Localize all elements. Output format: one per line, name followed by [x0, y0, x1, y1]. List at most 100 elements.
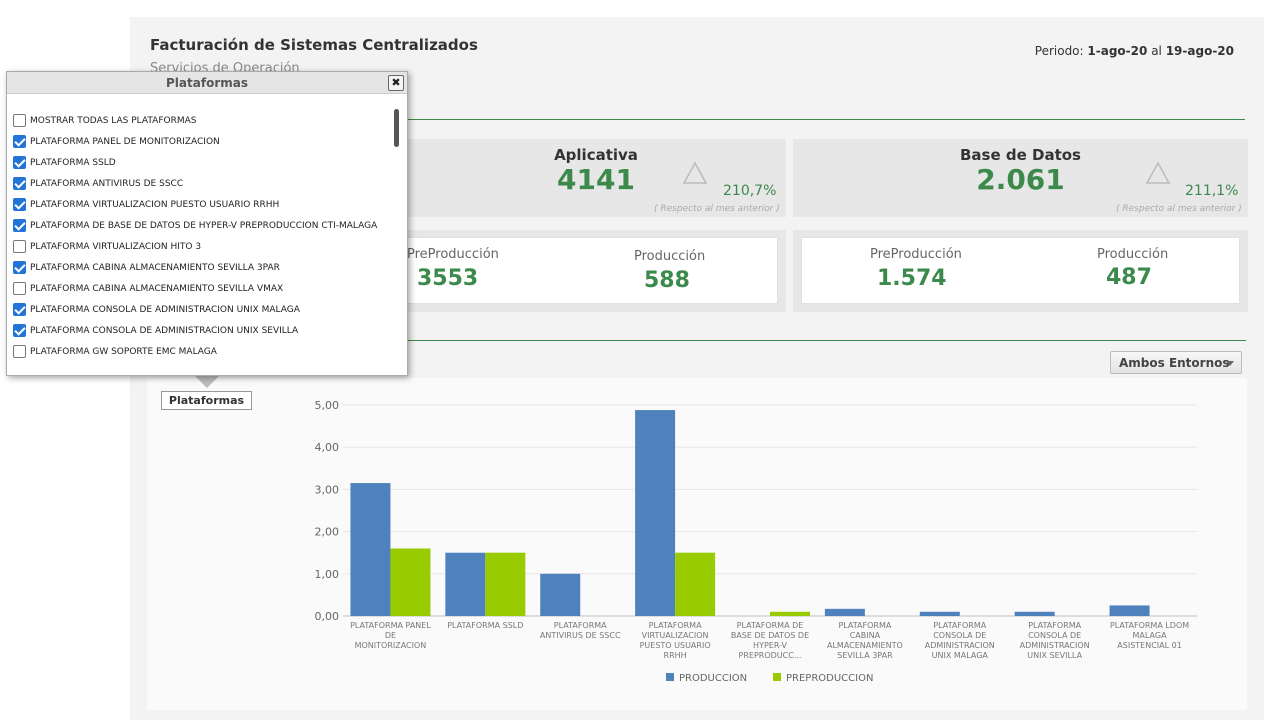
platform-option-label: PLATAFORMA CONSOLA DE ADMINISTRACION UNI… [30, 325, 299, 336]
legend-swatch [666, 673, 674, 681]
x-tick-label: PLATAFORMA [1028, 621, 1081, 630]
bar-produccion [350, 483, 391, 616]
bar-preproduccion [675, 552, 716, 616]
platform-option[interactable]: PLATAFORMA SSLD [13, 152, 395, 173]
y-tick-label: 2,00 [315, 526, 340, 539]
chart-panel [147, 378, 1247, 710]
platform-option[interactable]: PLATAFORMA CONSOLA DE ADMINISTRACION UNI… [13, 299, 395, 320]
platform-option-label: PLATAFORMA SSLD [30, 157, 116, 168]
pro-value: 487 [1106, 265, 1152, 290]
pro-label: Producción [1097, 247, 1169, 262]
x-tick-label: CONSOLA DE [933, 631, 986, 640]
pro-label: Producción [634, 249, 706, 264]
platform-checkbox[interactable] [13, 261, 26, 274]
x-tick-label: PLATAFORMA LDOM [1110, 621, 1189, 630]
platform-option[interactable]: PLATAFORMA CONSOLA DE ADMINISTRACION UNI… [13, 320, 395, 341]
platform-option[interactable]: PLATAFORMA CABINA ALMACENAMIENTO SEVILLA… [13, 257, 395, 278]
card-aplicativa: Aplicativa 4141 210,7% ( Respecto al mes… [406, 139, 786, 217]
legend-swatch [773, 673, 781, 681]
periodo-range: Periodo: 1-ago-20 al 19-ago-20 [1035, 44, 1234, 58]
platform-option-label: PLATAFORMA PANEL DE MONITORIZACION [30, 136, 220, 147]
y-tick-label: 0,00 [315, 610, 340, 623]
x-tick-label: SEVILLA 3PAR [837, 651, 893, 660]
platform-option-label: MOSTRAR TODAS LAS PLATAFORMAS [30, 115, 197, 126]
entornos-dropdown[interactable]: Ambos Entornos [1110, 351, 1242, 374]
x-tick-label: BASE DE DATOS DE [731, 631, 809, 640]
x-tick-label: HYPER-V [753, 641, 787, 650]
pre-value: 3553 [417, 266, 479, 291]
bar-produccion [540, 573, 581, 616]
platform-option[interactable]: PLATAFORMA DE BASE DE DATOS DE HYPER-V P… [13, 215, 395, 236]
card-aplicativa-split: PreProducción 3553 Producción 588 [406, 230, 786, 312]
x-tick-label: PLATAFORMA [554, 621, 607, 630]
x-tick-label: CABINA [850, 631, 881, 640]
x-tick-label: PLATAFORMA PANEL [350, 621, 431, 630]
platform-option-label: PLATAFORMA DE BASE DE DATOS DE HYPER-V P… [30, 220, 378, 231]
platform-checkbox[interactable] [13, 198, 26, 211]
x-tick-label: PUESTO USUARIO [640, 641, 711, 650]
platform-checkbox[interactable] [13, 240, 26, 253]
pro-value: 588 [644, 268, 690, 293]
x-tick-label: PLATAFORMA [933, 621, 986, 630]
platform-option[interactable]: PLATAFORMA PANEL DE MONITORIZACION [13, 131, 395, 152]
plataformas-button[interactable]: Plataformas [161, 391, 252, 410]
divider-top [147, 119, 1245, 120]
x-tick-label: ANTIVIRUS DE SSCC [540, 631, 621, 640]
platform-option[interactable]: PLATAFORMA VIRTUALIZACION HITO 3 [13, 236, 395, 257]
platform-checkbox[interactable] [13, 345, 26, 358]
periodo-from: 1-ago-20 [1087, 44, 1148, 58]
card-note: ( Respecto al mes anterior ) [1116, 204, 1242, 214]
platform-checkbox[interactable] [13, 135, 26, 148]
x-tick-label: PREPRODUCC... [739, 651, 802, 660]
platform-checkbox[interactable] [13, 282, 26, 295]
platform-option-label: PLATAFORMA VIRTUALIZACION HITO 3 [30, 241, 202, 252]
divider-mid [406, 340, 1246, 341]
x-tick-label: ADMINISTRACION [925, 641, 995, 650]
x-tick-label: PLATAFORMA [838, 621, 891, 630]
y-tick-label: 4,00 [315, 441, 340, 454]
trend-up-icon [682, 161, 708, 184]
split-panel: PreProducción 3553 Producción 588 [406, 237, 778, 304]
bar-produccion [824, 608, 865, 616]
x-tick-label: UNIX SEVILLA [1027, 651, 1082, 660]
x-tick-label: MALAGA [1133, 631, 1168, 640]
platform-option[interactable]: PLATAFORMA VIRTUALIZACION PUESTO USUARIO… [13, 194, 395, 215]
platform-option-label: PLATAFORMA CONSOLA DE ADMINISTRACION UNI… [30, 304, 300, 315]
card-base-datos: Base de Datos 2.061 211,1% ( Respecto al… [793, 139, 1248, 217]
legend-label: PRODUCCION [679, 673, 747, 684]
card-total: 4141 [557, 163, 635, 196]
card-title: Aplicativa [554, 146, 638, 164]
bar-produccion [635, 410, 676, 616]
platform-option[interactable]: PLATAFORMA ANTIVIRUS DE SSCC [13, 173, 395, 194]
platform-checkbox[interactable] [13, 324, 26, 337]
platform-option-label: PLATAFORMA CABINA ALMACENAMIENTO SEVILLA… [30, 262, 280, 273]
pre-label: PreProducción [870, 247, 962, 262]
bar-preproduccion [770, 611, 810, 616]
platform-option-label: PLATAFORMA CABINA ALMACENAMIENTO SEVILLA… [30, 283, 284, 294]
x-tick-label: PLATAFORMA [649, 621, 702, 630]
close-icon[interactable]: ✖ [388, 75, 404, 91]
platform-checkbox[interactable] [13, 303, 26, 316]
legend-label: PREPRODUCCION [786, 673, 873, 684]
periodo-to: 19-ago-20 [1165, 44, 1234, 58]
platform-option[interactable]: PLATAFORMA CABINA ALMACENAMIENTO SEVILLA… [13, 278, 395, 299]
entornos-selected: Ambos Entornos [1119, 356, 1230, 370]
x-tick-label: ASISTENCIAL 01 [1117, 641, 1182, 650]
bar-preproduccion [485, 552, 526, 616]
platform-checkbox[interactable] [13, 156, 26, 169]
trend-up-icon [1145, 161, 1171, 184]
platform-option[interactable]: MOSTRAR TODAS LAS PLATAFORMAS [13, 110, 395, 131]
periodo-sep: al [1151, 44, 1162, 58]
platform-checkbox[interactable] [13, 177, 26, 190]
scrollbar-thumb[interactable] [394, 109, 399, 147]
card-title: Base de Datos [960, 146, 1081, 164]
platform-checkbox[interactable] [13, 219, 26, 232]
pre-label: PreProducción [407, 247, 499, 262]
platform-checkbox[interactable] [13, 114, 26, 127]
platform-options: MOSTRAR TODAS LAS PLATAFORMAS PLATAFORMA … [13, 110, 395, 362]
platform-option[interactable]: PLATAFORMA GW SOPORTE EMC MALAGA [13, 341, 395, 362]
bar-preproduccion [390, 548, 431, 616]
x-tick-label: CONSOLA DE [1028, 631, 1081, 640]
y-tick-label: 1,00 [315, 568, 340, 581]
